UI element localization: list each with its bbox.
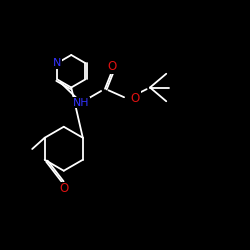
Text: O: O — [59, 182, 69, 196]
Text: N: N — [53, 58, 61, 68]
Text: O: O — [130, 92, 140, 105]
Text: O: O — [108, 60, 117, 73]
Text: NH: NH — [73, 98, 90, 108]
